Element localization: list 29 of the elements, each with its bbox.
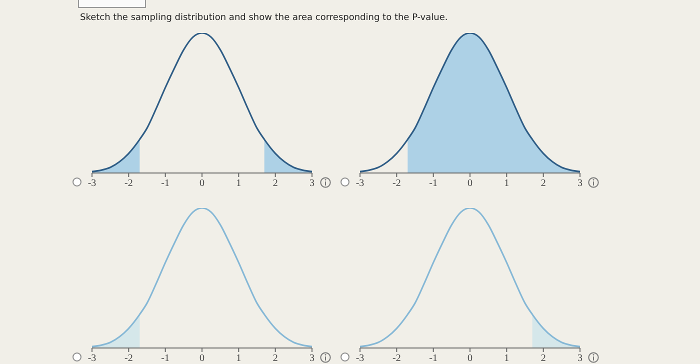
- x-tick-label: -3: [88, 353, 96, 364]
- x-tick-label: 3: [310, 353, 314, 364]
- x-tick-label: 2: [272, 178, 278, 190]
- x-tick-label: 2: [540, 178, 546, 190]
- x-tick-label: 1: [504, 178, 510, 190]
- x-tick-label: -3: [356, 353, 364, 364]
- x-tick-label: -1: [429, 353, 438, 364]
- x-tick-label: 3: [578, 178, 582, 190]
- x-tick-label: -1: [161, 353, 170, 364]
- x-tick-label: 0: [468, 178, 472, 190]
- x-tick-label: -2: [124, 178, 133, 190]
- x-tick-label: 0: [200, 178, 204, 190]
- x-tick-label: -2: [124, 353, 133, 364]
- x-tick-label: 2: [272, 353, 278, 364]
- x-tick-label: -2: [392, 178, 401, 190]
- x-tick-label: 0: [200, 353, 204, 364]
- x-tick-label: 1: [236, 353, 242, 364]
- x-tick-label: 1: [504, 353, 510, 364]
- x-tick-label: 3: [578, 353, 582, 364]
- x-tick-label: -2: [392, 353, 401, 364]
- x-tick-label: 1: [236, 178, 242, 190]
- x-tick-label: -1: [161, 178, 170, 190]
- x-tick-label: 2: [540, 353, 546, 364]
- x-tick-label: 0: [468, 353, 472, 364]
- x-tick-label: -3: [356, 178, 364, 190]
- chart-title: Sketch the sampling distribution and show the area corresponding to the P-value.: [80, 13, 448, 23]
- x-tick-label: 3: [310, 178, 314, 190]
- x-tick-label: -3: [88, 178, 96, 190]
- x-tick-label: -1: [429, 178, 438, 190]
